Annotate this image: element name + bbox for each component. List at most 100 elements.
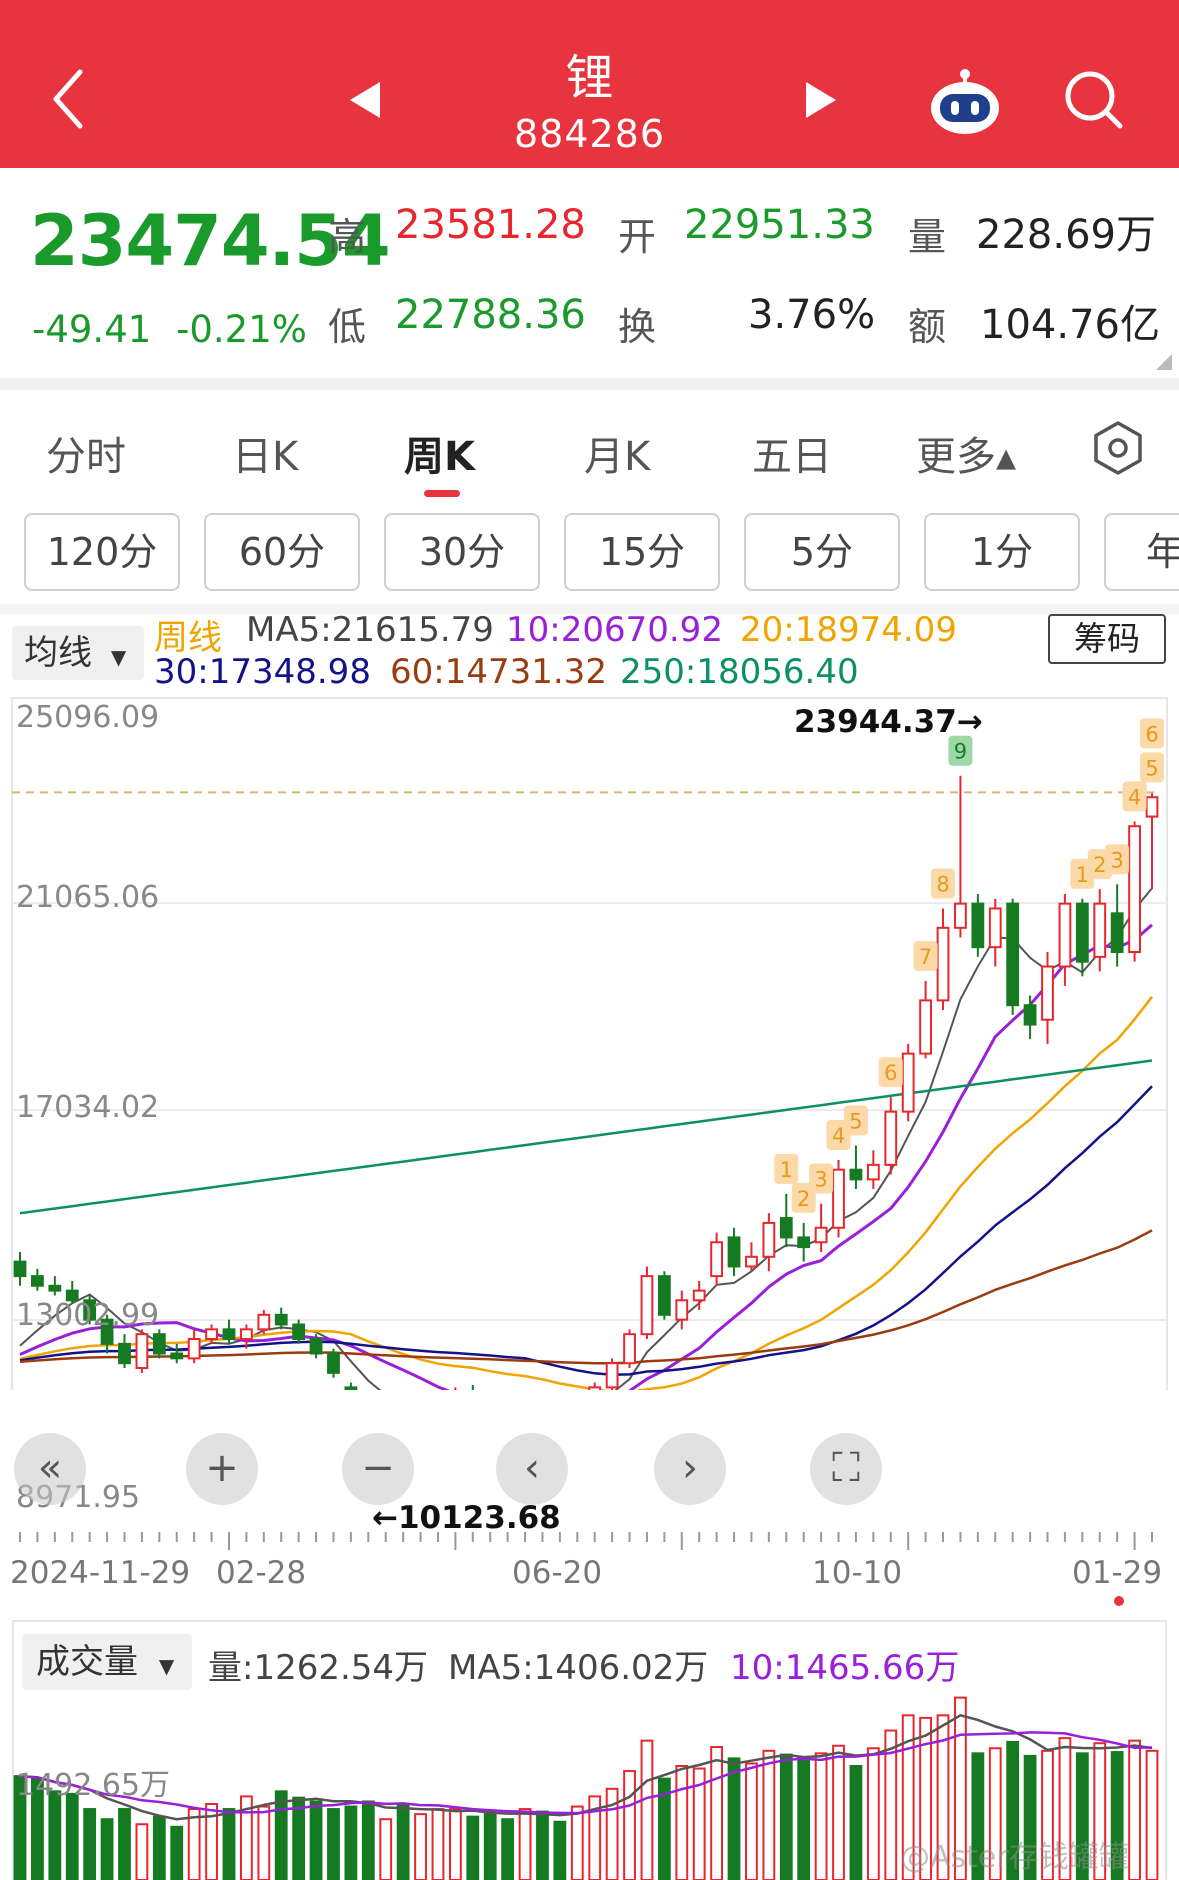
tab-more[interactable]: 更多▴ [916, 434, 1017, 480]
stock-code: 884286 [513, 112, 666, 156]
volume-indicator-selector[interactable]: 成交量 ▼ [22, 1634, 192, 1690]
candle-up [814, 1226, 828, 1244]
ma30-line [19, 1085, 1153, 1376]
scroll-left-button[interactable]: ‹ [496, 1433, 568, 1505]
volume-bar [274, 1790, 288, 1880]
volume-bar [988, 1747, 1002, 1880]
td-mark-badge [913, 941, 938, 972]
volume-panel [12, 1620, 1167, 1880]
candle-down [1075, 902, 1089, 963]
td-mark-badge [774, 1153, 799, 1184]
ma10-value: 10:20670.92 [506, 610, 723, 650]
volume-bar [379, 1818, 393, 1880]
divider [0, 378, 1179, 390]
ma-selector[interactable]: 均线 ▼ [12, 626, 144, 680]
volume-bar [710, 1746, 724, 1880]
scroll-right-button[interactable]: › [654, 1433, 726, 1505]
candle-down [797, 1236, 811, 1249]
volume-ma10: 10:1465.66万 [730, 1648, 960, 1688]
tab-monthly-k[interactable]: 月K [584, 434, 651, 480]
volume-bar [797, 1757, 811, 1880]
candle-up [866, 1163, 880, 1181]
candle-down [100, 1318, 114, 1345]
x-tick-label: 2024-11-29 [10, 1555, 191, 1591]
zoom-out-button[interactable]: − [342, 1433, 414, 1505]
candle-down [31, 1275, 44, 1287]
candle-up [640, 1275, 654, 1336]
candles [13, 775, 1159, 1390]
minute-btn-120[interactable]: 120分 [24, 513, 180, 591]
candle-up [675, 1299, 689, 1321]
volume-value: 量:1262.54万 [208, 1648, 429, 1688]
candle-up [988, 907, 1002, 949]
chip-distribution-button[interactable]: 筹码 [1048, 614, 1166, 664]
zoom-in-button[interactable]: + [186, 1433, 258, 1505]
volume-bar [361, 1800, 375, 1880]
td-mark-label: 7 [919, 945, 932, 969]
tab-daily-k[interactable]: 日K [232, 434, 299, 480]
watermark: @Aster存钱罐罐 [900, 1840, 1129, 1875]
tab-intraday[interactable]: 分时 [46, 434, 126, 480]
ma5-value: MA5:21615.79 [246, 610, 494, 650]
volume-bar [832, 1744, 845, 1880]
candle-up [187, 1338, 201, 1360]
td-mark-badge [1105, 844, 1130, 875]
candle-up [762, 1221, 776, 1258]
active-tab-indicator [424, 490, 460, 497]
zoom-out-far-button[interactable]: « [14, 1433, 86, 1505]
minute-btn-30[interactable]: 30分 [384, 513, 540, 591]
td-mark-badge [1140, 718, 1164, 749]
amount-value: 104.76亿 [980, 302, 1160, 348]
tab-five-day[interactable]: 五日 [752, 434, 832, 480]
y-tick-label: 25096.09 [16, 700, 160, 735]
candle-down [971, 902, 985, 949]
minute-btn-5[interactable]: 5分 [744, 513, 900, 591]
price-change: -49.41 [32, 308, 152, 351]
candle-up [884, 1110, 898, 1166]
candle-down [152, 1333, 166, 1355]
candle-up [1041, 965, 1054, 1021]
open-value: 22951.33 [684, 202, 875, 248]
candle-up [832, 1168, 845, 1229]
td-mark-label: 2 [1093, 853, 1106, 877]
volume-bar [849, 1765, 863, 1880]
volume-bar [1006, 1740, 1020, 1880]
volume-selector-label: 成交量 [36, 1642, 138, 1682]
fullscreen-button[interactable]: ⛶ [810, 1433, 882, 1505]
robot-icon[interactable] [926, 66, 1004, 136]
candle-down [13, 1260, 27, 1278]
volume-bar [205, 1803, 218, 1880]
candle-down [83, 1299, 97, 1321]
y-tick-label: 13002.99 [16, 1298, 160, 1333]
volume-bar [135, 1823, 149, 1880]
td-mark-label: 2 [797, 1187, 810, 1211]
turnover-label: 换 [618, 305, 657, 349]
minute-btn-year[interactable]: 年 [1104, 513, 1179, 591]
last-price: 23474.54 [30, 200, 391, 282]
volume-ma5: MA5:1406.02万 [448, 1648, 709, 1688]
td-mark-label: 4 [1128, 785, 1141, 809]
search-icon[interactable] [1062, 68, 1126, 132]
candle-down [309, 1338, 323, 1355]
next-icon[interactable] [800, 80, 840, 120]
candle-up [1128, 825, 1141, 954]
back-icon[interactable] [46, 66, 90, 132]
dropdown-arrow-icon: ▼ [158, 1654, 175, 1678]
settings-hexagon-icon[interactable] [1090, 420, 1146, 476]
volume-bar [240, 1795, 253, 1880]
minute-btn-15[interactable]: 15分 [564, 513, 720, 591]
moving-average-lines [19, 887, 1153, 1390]
prev-icon[interactable] [346, 80, 386, 120]
expand-corner-icon[interactable] [1156, 354, 1172, 370]
minute-btn-60[interactable]: 60分 [204, 513, 360, 591]
tab-weekly-k[interactable]: 周K [404, 434, 475, 480]
volume-bar [292, 1796, 306, 1880]
minute-btn-1[interactable]: 1分 [924, 513, 1080, 591]
volume-bar [448, 1808, 462, 1880]
candle-down [292, 1323, 306, 1341]
candle-down [274, 1313, 288, 1326]
td-mark-badge [1122, 781, 1147, 812]
volume-bar [466, 1815, 480, 1880]
price-change-pct: -0.21% [176, 308, 307, 351]
